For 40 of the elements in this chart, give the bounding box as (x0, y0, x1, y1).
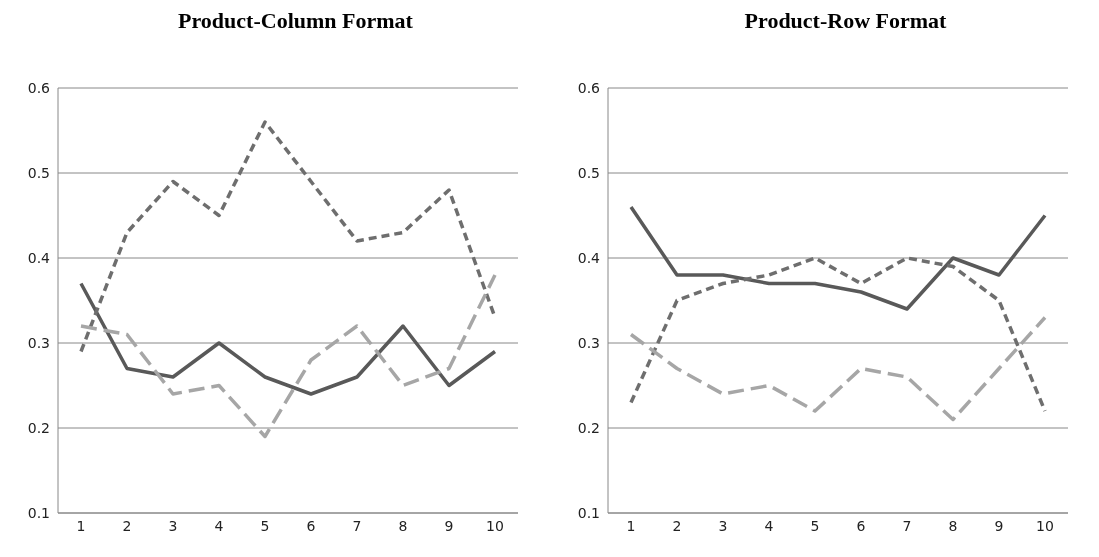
x-tick-label: 3 (168, 517, 178, 534)
x-tick-label: 2 (122, 517, 132, 534)
chart-title: Product-Column Format (177, 8, 414, 35)
line-series (79, 273, 497, 439)
y-tick-label: 0.1 (577, 504, 600, 521)
x-tick-label: 7 (902, 517, 912, 534)
x-tick-label: 10 (1036, 517, 1054, 534)
y-tick-label: 0.6 (27, 79, 51, 96)
y-tick-label: 0.6 (577, 79, 601, 96)
x-tick-label: 1 (76, 517, 86, 534)
y-tick-label: 0.1 (27, 504, 50, 521)
line-series (629, 315, 1047, 422)
line-series (629, 256, 1047, 413)
y-tick-label: 0.3 (577, 334, 600, 351)
x-tick-label: 5 (260, 517, 270, 534)
line-series (79, 120, 497, 354)
y-tick-label: 0.5 (27, 164, 50, 181)
x-tick-label: 8 (948, 517, 958, 534)
y-tick-label: 0.4 (577, 249, 601, 266)
y-tick-label: 0.3 (27, 334, 50, 351)
x-tick-label: 10 (486, 517, 504, 534)
x-tick-label: 6 (306, 517, 316, 534)
x-tick-label: 1 (626, 517, 636, 534)
x-tick-label: 9 (994, 517, 1004, 534)
chart-title: Product-Row Format (743, 8, 948, 35)
x-tick-label: 4 (764, 517, 774, 534)
x-tick-label: 5 (810, 517, 820, 534)
y-tick-label: 0.4 (27, 249, 51, 266)
x-tick-label: 3 (718, 517, 728, 534)
x-tick-label: 4 (214, 517, 224, 534)
line-series (79, 281, 497, 396)
y-tick-label: 0.2 (27, 419, 50, 436)
x-tick-label: 7 (352, 517, 362, 534)
x-tick-label: 6 (856, 517, 866, 534)
x-tick-label: 9 (444, 517, 454, 534)
y-tick-label: 0.5 (577, 164, 600, 181)
line-series (629, 205, 1047, 311)
x-tick-label: 2 (672, 517, 682, 534)
x-tick-label: 8 (398, 517, 408, 534)
y-tick-label: 0.2 (577, 419, 600, 436)
